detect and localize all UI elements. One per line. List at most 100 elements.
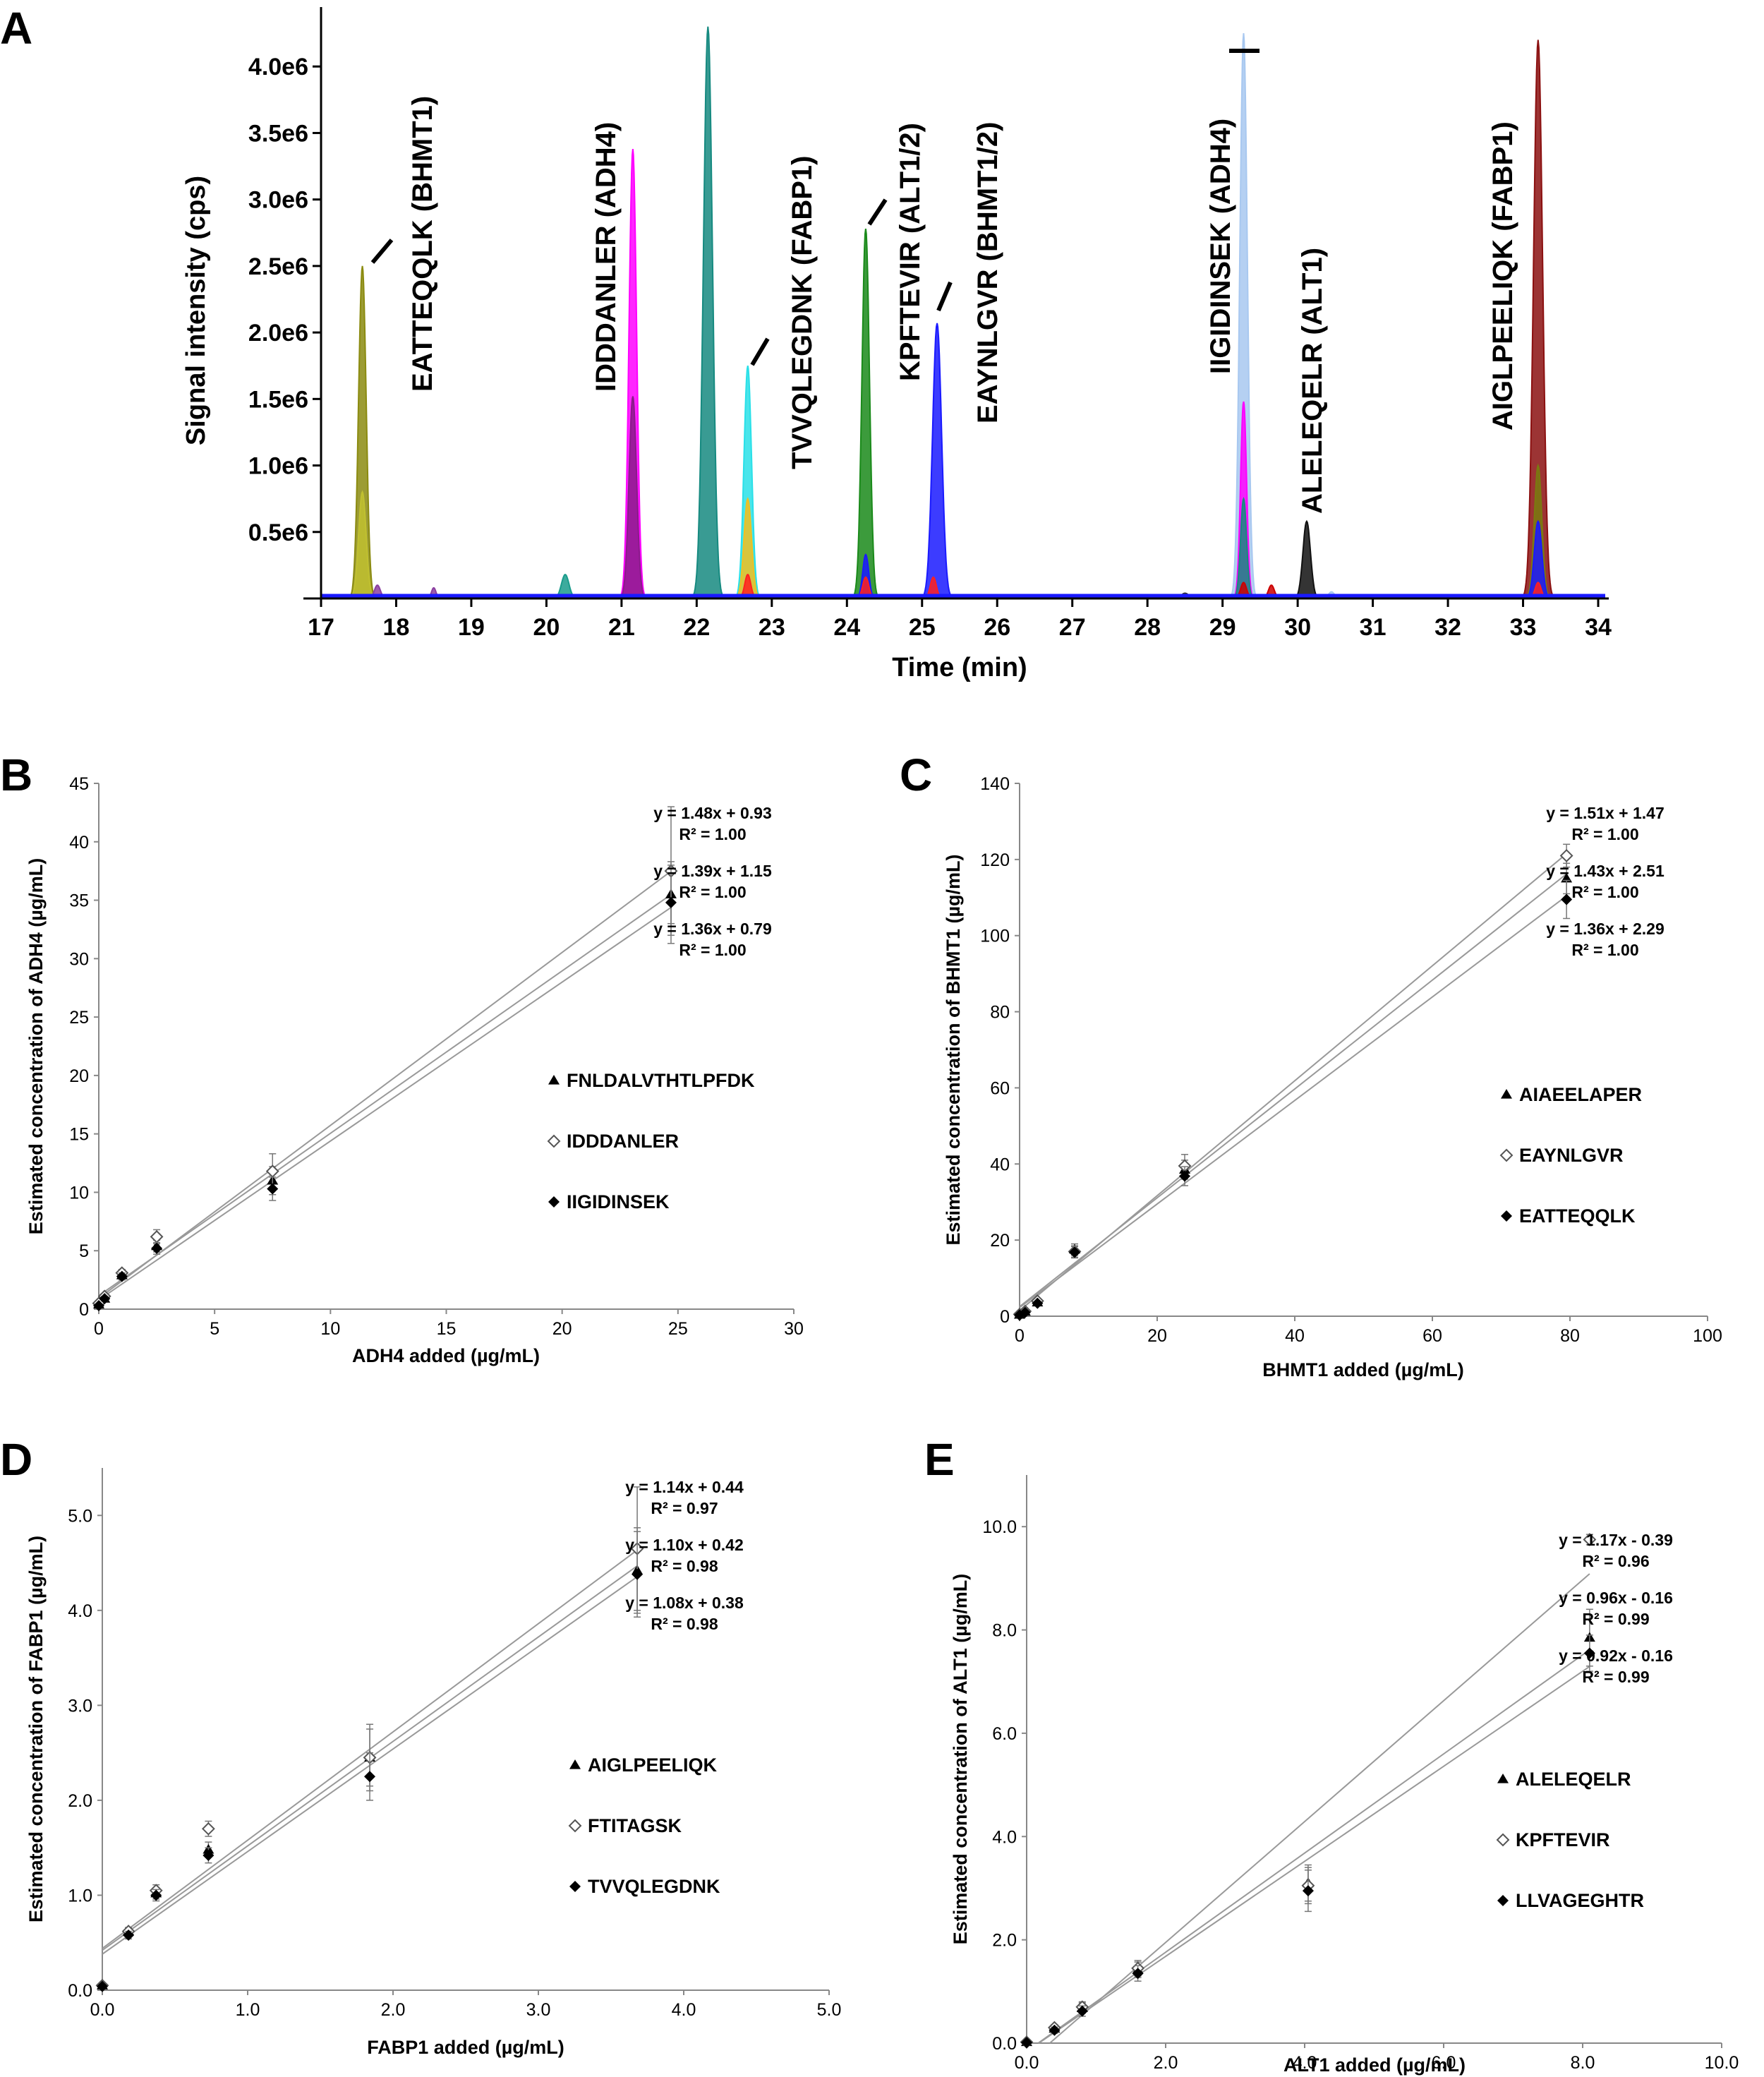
- fit-r2: R² = 0.98: [651, 1557, 718, 1575]
- diamond-marker: [150, 1889, 162, 1901]
- open-diamond-marker: [150, 1229, 164, 1244]
- x-tick-label: 25: [909, 614, 936, 641]
- legend-label: FNLDALVTHTLPFDK: [567, 1070, 755, 1091]
- x-tick-label: 10: [320, 1319, 340, 1339]
- y-ticks: 0.5e6 1.0e6 1.5e6 2.0e6 2.5e6 3.0e6 3.5e6 4.0e6: [248, 54, 321, 546]
- fit-line: [1019, 873, 1567, 1308]
- fit-r2: R² = 1.00: [679, 825, 746, 843]
- triangle-marker: [569, 1759, 581, 1769]
- panel-e: E 0.0 2.0 4.0 6.0 8.0 10.0 0.0 2.0 4.0 6.0 8.0 10.0…: [924, 1434, 1739, 2076]
- x-ticks: 17 18 19 20 21 22 23 24 25 26 27 28 29 30 31 32 33 34: [308, 598, 1612, 641]
- x-tick-label: 20: [1147, 1326, 1167, 1346]
- diamond-marker: [116, 1270, 128, 1282]
- y-tick-label: 100: [980, 927, 1010, 946]
- panel-b: B 0 5 10 15 20 25 30 35 40 45 0 5 10 15 20 25 30 ADH4 add…: [0, 749, 804, 1366]
- x-tick-label: 40: [1285, 1326, 1305, 1346]
- diamond-marker: [1302, 1885, 1314, 1897]
- x-tick-label: 3.0: [526, 2000, 551, 2020]
- x-tick-label: 29: [1209, 614, 1236, 641]
- x-tick-label: 0.0: [90, 2000, 115, 2020]
- fit-r2: R² = 0.98: [651, 1615, 718, 1633]
- peak-label: IDDDANLER (ADH4): [591, 122, 622, 392]
- x-tick-label: 30: [1284, 614, 1311, 641]
- panel-e-letter: E: [924, 1434, 955, 1485]
- x-tick-label: 20: [552, 1319, 572, 1339]
- x-tick-label: 21: [608, 614, 635, 641]
- leader-mark: [867, 198, 888, 226]
- x-tick-label: 23: [759, 614, 785, 641]
- y-tick-label: 1.0e6: [248, 453, 308, 480]
- diamond-marker: [99, 1293, 111, 1305]
- x-tick-label: 17: [308, 614, 334, 641]
- y-tick-label: 20: [990, 1231, 1010, 1251]
- fit-equation: y = 1.36x + 2.29: [1546, 920, 1665, 938]
- peak-label: KPFTEVIR (ALT1/2): [895, 123, 926, 381]
- open-diamond-marker: [547, 1134, 561, 1148]
- fit-r2: R² = 1.00: [1571, 941, 1638, 959]
- y-tick-label: 60: [990, 1078, 1010, 1098]
- chromatogram-traces: [321, 26, 1605, 599]
- x-tick-label: 4.0: [672, 2000, 696, 2020]
- fit-equation: y = 1.48x + 0.93: [653, 804, 772, 822]
- x-tick-label: 28: [1134, 614, 1161, 641]
- triangle-marker: [1497, 1774, 1509, 1783]
- chromatogram-peak: [614, 396, 652, 599]
- x-axis-label: Time (min): [892, 653, 1027, 682]
- x-axis-label: ADH4 added (µg/mL): [352, 1345, 540, 1366]
- fit-equation: y = 1.17x - 0.39: [1559, 1531, 1673, 1549]
- triangle-marker: [548, 1075, 560, 1085]
- y-tick-label: 30: [69, 949, 89, 969]
- x-axis-label: ALT1 added (µg/mL): [1283, 2054, 1466, 2076]
- fit-r2: R² = 0.99: [1582, 1610, 1649, 1628]
- fit-equation: y = 1.36x + 0.79: [653, 920, 772, 938]
- chromatogram-peak: [343, 490, 382, 599]
- x-tick-label: 4.0: [1293, 2053, 1317, 2073]
- x-tick-label: 18: [383, 614, 410, 641]
- diamond-marker: [569, 1881, 581, 1892]
- open-diamond-marker: [265, 1164, 279, 1179]
- fit-equation: y = 1.39x + 1.15: [653, 862, 772, 880]
- fit-r2: R² = 0.99: [1582, 1668, 1649, 1686]
- x-tick-label: 100: [1693, 1326, 1722, 1346]
- x-tick-label: 25: [668, 1319, 688, 1339]
- open-diamond-marker: [568, 1819, 582, 1833]
- legend-label: EAYNLGVR: [1519, 1145, 1624, 1166]
- y-tick-label: 80: [990, 1003, 1010, 1023]
- y-tick-label: 1.5e6: [248, 386, 308, 413]
- legend-label: IDDDANLER: [567, 1131, 679, 1152]
- diamond-marker: [203, 1849, 215, 1861]
- fit-equation: y = 0.92x - 0.16: [1559, 1646, 1673, 1665]
- fit-line: [1019, 895, 1567, 1308]
- y-tick-label: 6.0: [992, 1724, 1017, 1744]
- legend-label: FTITAGSK: [588, 1815, 682, 1836]
- y-tick-label: 4.0: [992, 1827, 1017, 1847]
- fit-r2: R² = 0.96: [1582, 1552, 1649, 1570]
- panel-b-letter: B: [0, 749, 32, 800]
- diamond-marker: [1032, 1297, 1044, 1309]
- legend-label: IIGIDINSEK: [567, 1191, 670, 1212]
- diamond-marker: [97, 1980, 108, 1992]
- x-tick-label: 32: [1434, 614, 1461, 641]
- legend-label: LLVAGEGHTR: [1516, 1890, 1644, 1911]
- legend-label: AIAEELAPER: [1519, 1084, 1642, 1105]
- y-tick-label: 40: [69, 833, 89, 853]
- leader-mark: [936, 281, 953, 312]
- y-tick-label: 40: [990, 1155, 1010, 1174]
- diamond-marker: [1076, 2005, 1088, 2017]
- x-tick-label: 20: [533, 614, 560, 641]
- y-tick-label: 0.0: [68, 1981, 92, 2001]
- x-tick-label: 2.0: [381, 2000, 406, 2020]
- y-tick-label: 2.5e6: [248, 253, 308, 280]
- diamond-marker: [632, 1568, 644, 1580]
- x-tick-label: 0.0: [1015, 2053, 1039, 2073]
- diamond-marker: [1069, 1246, 1080, 1258]
- y-tick-label: 0.0: [992, 2034, 1017, 2054]
- leader-mark: [370, 239, 394, 264]
- x-tick-label: 6.0: [1432, 2053, 1456, 2073]
- fit-equation: y = 1.43x + 2.51: [1546, 862, 1665, 880]
- leader-mark: [750, 337, 770, 366]
- x-tick-label: 0: [1015, 1326, 1025, 1346]
- diamond-marker: [267, 1183, 279, 1195]
- diamond-marker: [1049, 2024, 1061, 2036]
